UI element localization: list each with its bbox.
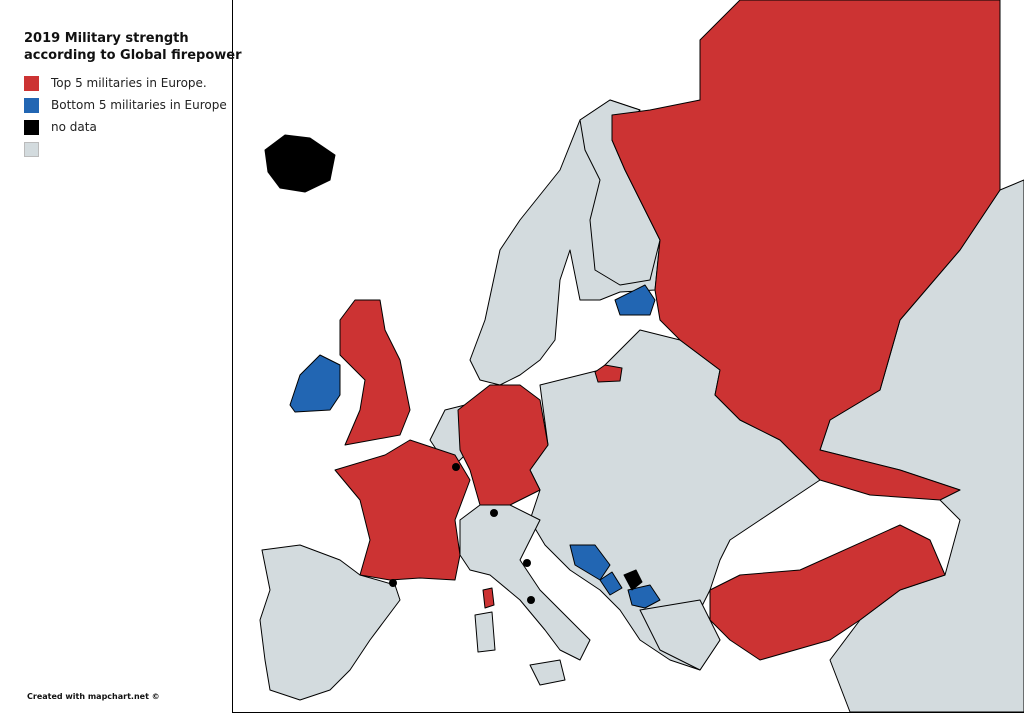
kosovo[interactable] <box>623 569 643 591</box>
united-kingdom[interactable] <box>339 299 411 446</box>
swatch-nodata <box>24 119 39 135</box>
legend-item-other <box>24 138 242 160</box>
sicily <box>529 659 566 686</box>
legend-label: no data <box>51 120 97 134</box>
legend-label: Bottom 5 militaries in Europe <box>51 98 227 112</box>
italy-switzerland <box>459 504 591 661</box>
legend-item-bottom5: Bottom 5 militaries in Europe <box>24 94 242 116</box>
balkans <box>639 599 721 671</box>
iceland[interactable] <box>264 134 336 193</box>
top5-countries <box>334 0 1001 661</box>
legend-label: Top 5 militaries in Europe. <box>51 76 207 90</box>
legend-item-nodata: no data <box>24 116 242 138</box>
corsica[interactable] <box>482 587 495 609</box>
russia[interactable] <box>611 0 1001 501</box>
sardinia <box>474 611 496 653</box>
north-macedonia[interactable] <box>627 584 661 609</box>
swatch-top5 <box>24 75 39 91</box>
bottom5-countries <box>289 284 661 609</box>
liechtenstein[interactable] <box>490 509 498 517</box>
montenegro[interactable] <box>599 571 623 596</box>
swatch-bottom5 <box>24 97 39 113</box>
germany[interactable] <box>457 384 549 506</box>
legend-title-line1: 2019 Military strength <box>24 31 189 46</box>
iberia <box>259 544 401 701</box>
legend-item-top5: Top 5 militaries in Europe. <box>24 72 242 94</box>
vatican[interactable] <box>527 596 535 604</box>
turkey[interactable] <box>709 524 946 661</box>
legend-title-line2: according to Global firepower <box>24 48 242 63</box>
andorra[interactable] <box>389 579 397 587</box>
luxembourg[interactable] <box>452 463 460 471</box>
france[interactable] <box>334 439 471 581</box>
nodata-countries <box>264 134 643 604</box>
credit: Created with mapchart.net © <box>27 692 160 701</box>
ireland[interactable] <box>289 354 341 413</box>
bosnia[interactable] <box>569 544 611 581</box>
swatch-other <box>24 141 39 157</box>
estonia[interactable] <box>614 284 656 316</box>
legend-title: 2019 Military strength according to Glob… <box>24 30 242 64</box>
san-marino[interactable] <box>523 559 531 567</box>
kaliningrad[interactable] <box>594 364 623 383</box>
legend: 2019 Military strength according to Glob… <box>24 30 242 160</box>
